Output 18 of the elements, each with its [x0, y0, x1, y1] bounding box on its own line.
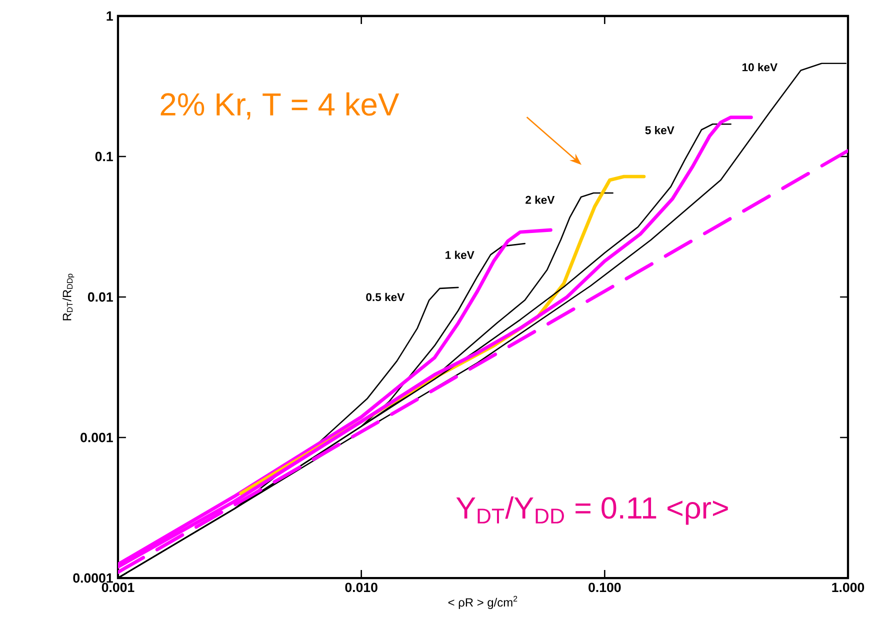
annotation: 0.5 keV [366, 292, 405, 302]
annotation: 2% Kr, T = 4 keV [160, 92, 400, 120]
x-axis-title: < ρR > g/cm$^{2}$ [448, 596, 518, 610]
annotation: 1 keV [446, 250, 474, 259]
annotation: 2 keV [526, 196, 555, 204]
annotation: Y$_{DT}$/Y$_{DD}$ = 0.11 <ρr> [456, 496, 728, 525]
y-tick-label: 0.1 [95, 152, 113, 162]
y-tick-label: 1 [106, 11, 113, 21]
y-axis-title: R$_{DT}$/R$_{DDp}$ [62, 274, 74, 320]
y-tick-label: 0.0001 [73, 573, 113, 583]
annotation: 5 keV [645, 126, 674, 134]
annotation: 10 keV [742, 62, 778, 72]
y-tick-label: 0.01 [88, 292, 113, 302]
x-tick-label: 0.001 [102, 582, 134, 592]
x-tick-label: 0.100 [588, 582, 621, 592]
y-tick-label: 0.001 [80, 432, 113, 442]
x-tick-label: 1.000 [832, 582, 864, 592]
x-tick-label: 0.010 [345, 582, 378, 592]
